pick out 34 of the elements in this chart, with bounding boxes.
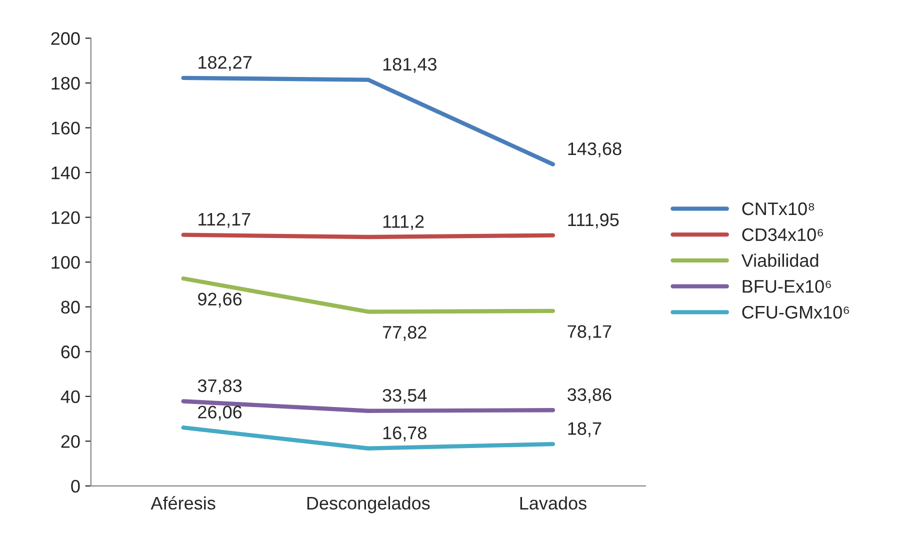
data-label: 26,06 [198, 406, 242, 421]
legend-label: Viabilidad [741, 254, 818, 267]
y-tick-label: 100 [52, 256, 80, 269]
y-tick-label: 0 [71, 480, 80, 493]
y-tick-label: 160 [52, 122, 80, 134]
data-label: 18,7 [568, 422, 602, 438]
data-label: 182,27 [198, 56, 252, 71]
data-label: 37,83 [198, 379, 242, 394]
x-tick-label: Lavados [520, 496, 586, 510]
y-tick-label: 60 [61, 346, 80, 358]
y-tick-label: 200 [51, 32, 80, 45]
data-label: 181,43 [383, 58, 436, 73]
y-tick-label: 180 [52, 76, 80, 90]
legend-label: CD34x10⁶ [742, 228, 823, 242]
y-tick-label: 80 [61, 300, 80, 314]
data-label: 16,78 [383, 426, 426, 442]
x-tick-label: Descongelados [307, 496, 430, 514]
y-tick-label: 140 [52, 166, 80, 180]
y-tick-label: 40 [60, 390, 80, 404]
data-label: 111,2 [383, 215, 424, 230]
legend-label: BFU-Ex10⁶ [742, 280, 831, 293]
y-tick-label: 120 [52, 211, 80, 224]
legend-label: CNTx10⁸ [742, 202, 814, 216]
data-label: 33,54 [382, 388, 427, 404]
data-label: 112,17 [198, 212, 250, 228]
y-tick-label: 20 [61, 435, 80, 448]
data-label: 77,82 [382, 326, 426, 341]
legend-label: CFU-GMx10⁶ [742, 306, 850, 319]
x-tick-label: Aféresis [150, 496, 216, 510]
data-label: 143,68 [568, 142, 622, 158]
data-label: 111,95 [568, 213, 619, 228]
data-label: 92,66 [198, 292, 242, 308]
data-label: 78,17 [568, 325, 612, 340]
data-label: 33,86 [568, 388, 612, 404]
